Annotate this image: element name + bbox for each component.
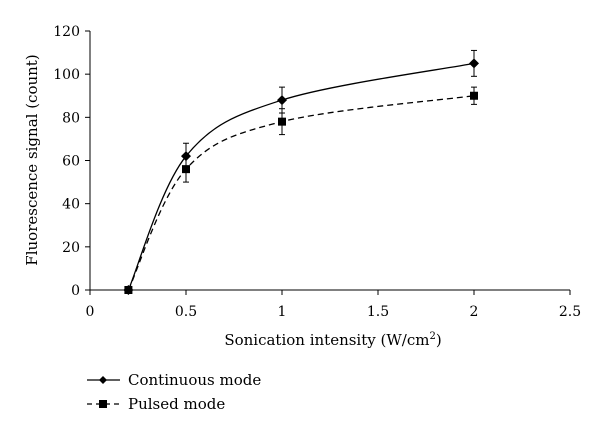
x-tick-label: 0 (86, 304, 95, 320)
series-line-pulsed (127, 95, 475, 291)
x-tick-label: 2.5 (559, 304, 581, 320)
legend-marker-pulsed (99, 400, 107, 408)
series-line-continuous (127, 62, 475, 291)
y-tick-label: 100 (53, 67, 80, 83)
y-tick-label: 20 (62, 240, 80, 256)
plot-area (123, 49, 479, 295)
x-tick-label: 2 (470, 304, 479, 320)
data-point-pulsed (470, 91, 478, 100)
data-point-pulsed (278, 117, 286, 126)
x-tick-label: 1 (278, 304, 287, 320)
legend-label-pulsed: Pulsed mode (128, 395, 225, 413)
y-tick-label: 40 (62, 197, 80, 213)
data-point-continuous (469, 58, 479, 69)
y-tick-label: 60 (62, 154, 80, 170)
legend: Continuous mode Pulsed mode (87, 371, 261, 413)
y-tick-label: 0 (71, 283, 80, 299)
legend-marker-continuous (99, 376, 107, 384)
y-axis-title: Fluorescence signal (count) (23, 54, 41, 265)
y-tick-label: 120 (53, 24, 80, 40)
data-point-pulsed (182, 165, 190, 174)
legend-entry-pulsed: Pulsed mode (87, 395, 225, 413)
x-axis-title: Sonication intensity (W/cm2) (224, 331, 441, 349)
y-tick-label: 80 (62, 110, 80, 126)
legend-label-continuous: Continuous mode (128, 371, 261, 389)
legend-entry-continuous: Continuous mode (87, 371, 261, 389)
x-tick-label: 1.5 (367, 304, 389, 320)
x-tick-label: 0.5 (175, 304, 197, 320)
axes: 0 20 40 60 80 100 120 0 0.5 1 1.5 2 2.5 (53, 24, 581, 320)
data-point-continuous (277, 95, 287, 106)
